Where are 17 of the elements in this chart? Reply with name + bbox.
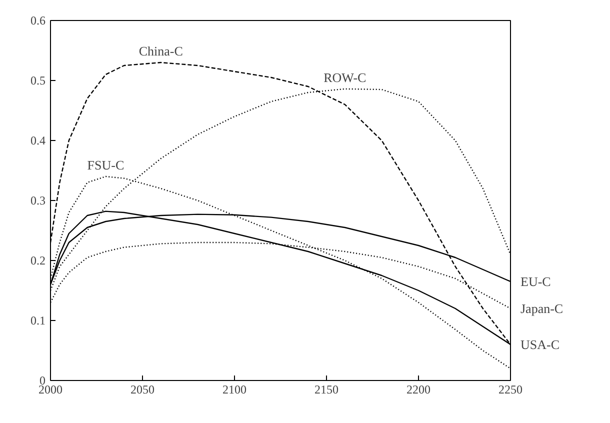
x-tick-label: 2200 [406, 382, 430, 396]
series-label: ROW-C [324, 70, 366, 85]
y-tick-label: 0.6 [30, 14, 46, 28]
series-label: FSU-C [87, 158, 124, 172]
x-tick-label: 2250 [498, 382, 522, 396]
x-tick-label: 2050 [130, 382, 154, 396]
series-label: EU-C [520, 274, 551, 289]
series-label: USA-C [520, 337, 560, 352]
y-tick-label: 0.2 [30, 254, 46, 268]
series-label: Japan-C [520, 301, 564, 316]
x-tick-label: 2100 [222, 382, 246, 396]
y-tick-label: 0.5 [30, 74, 46, 88]
y-tick-label: 0.3 [30, 194, 46, 208]
y-tick-label: 0.4 [30, 134, 46, 148]
series-label: China-C [138, 44, 183, 58]
x-tick-label: 2150 [314, 382, 338, 396]
y-tick-label: 0.1 [30, 314, 46, 328]
